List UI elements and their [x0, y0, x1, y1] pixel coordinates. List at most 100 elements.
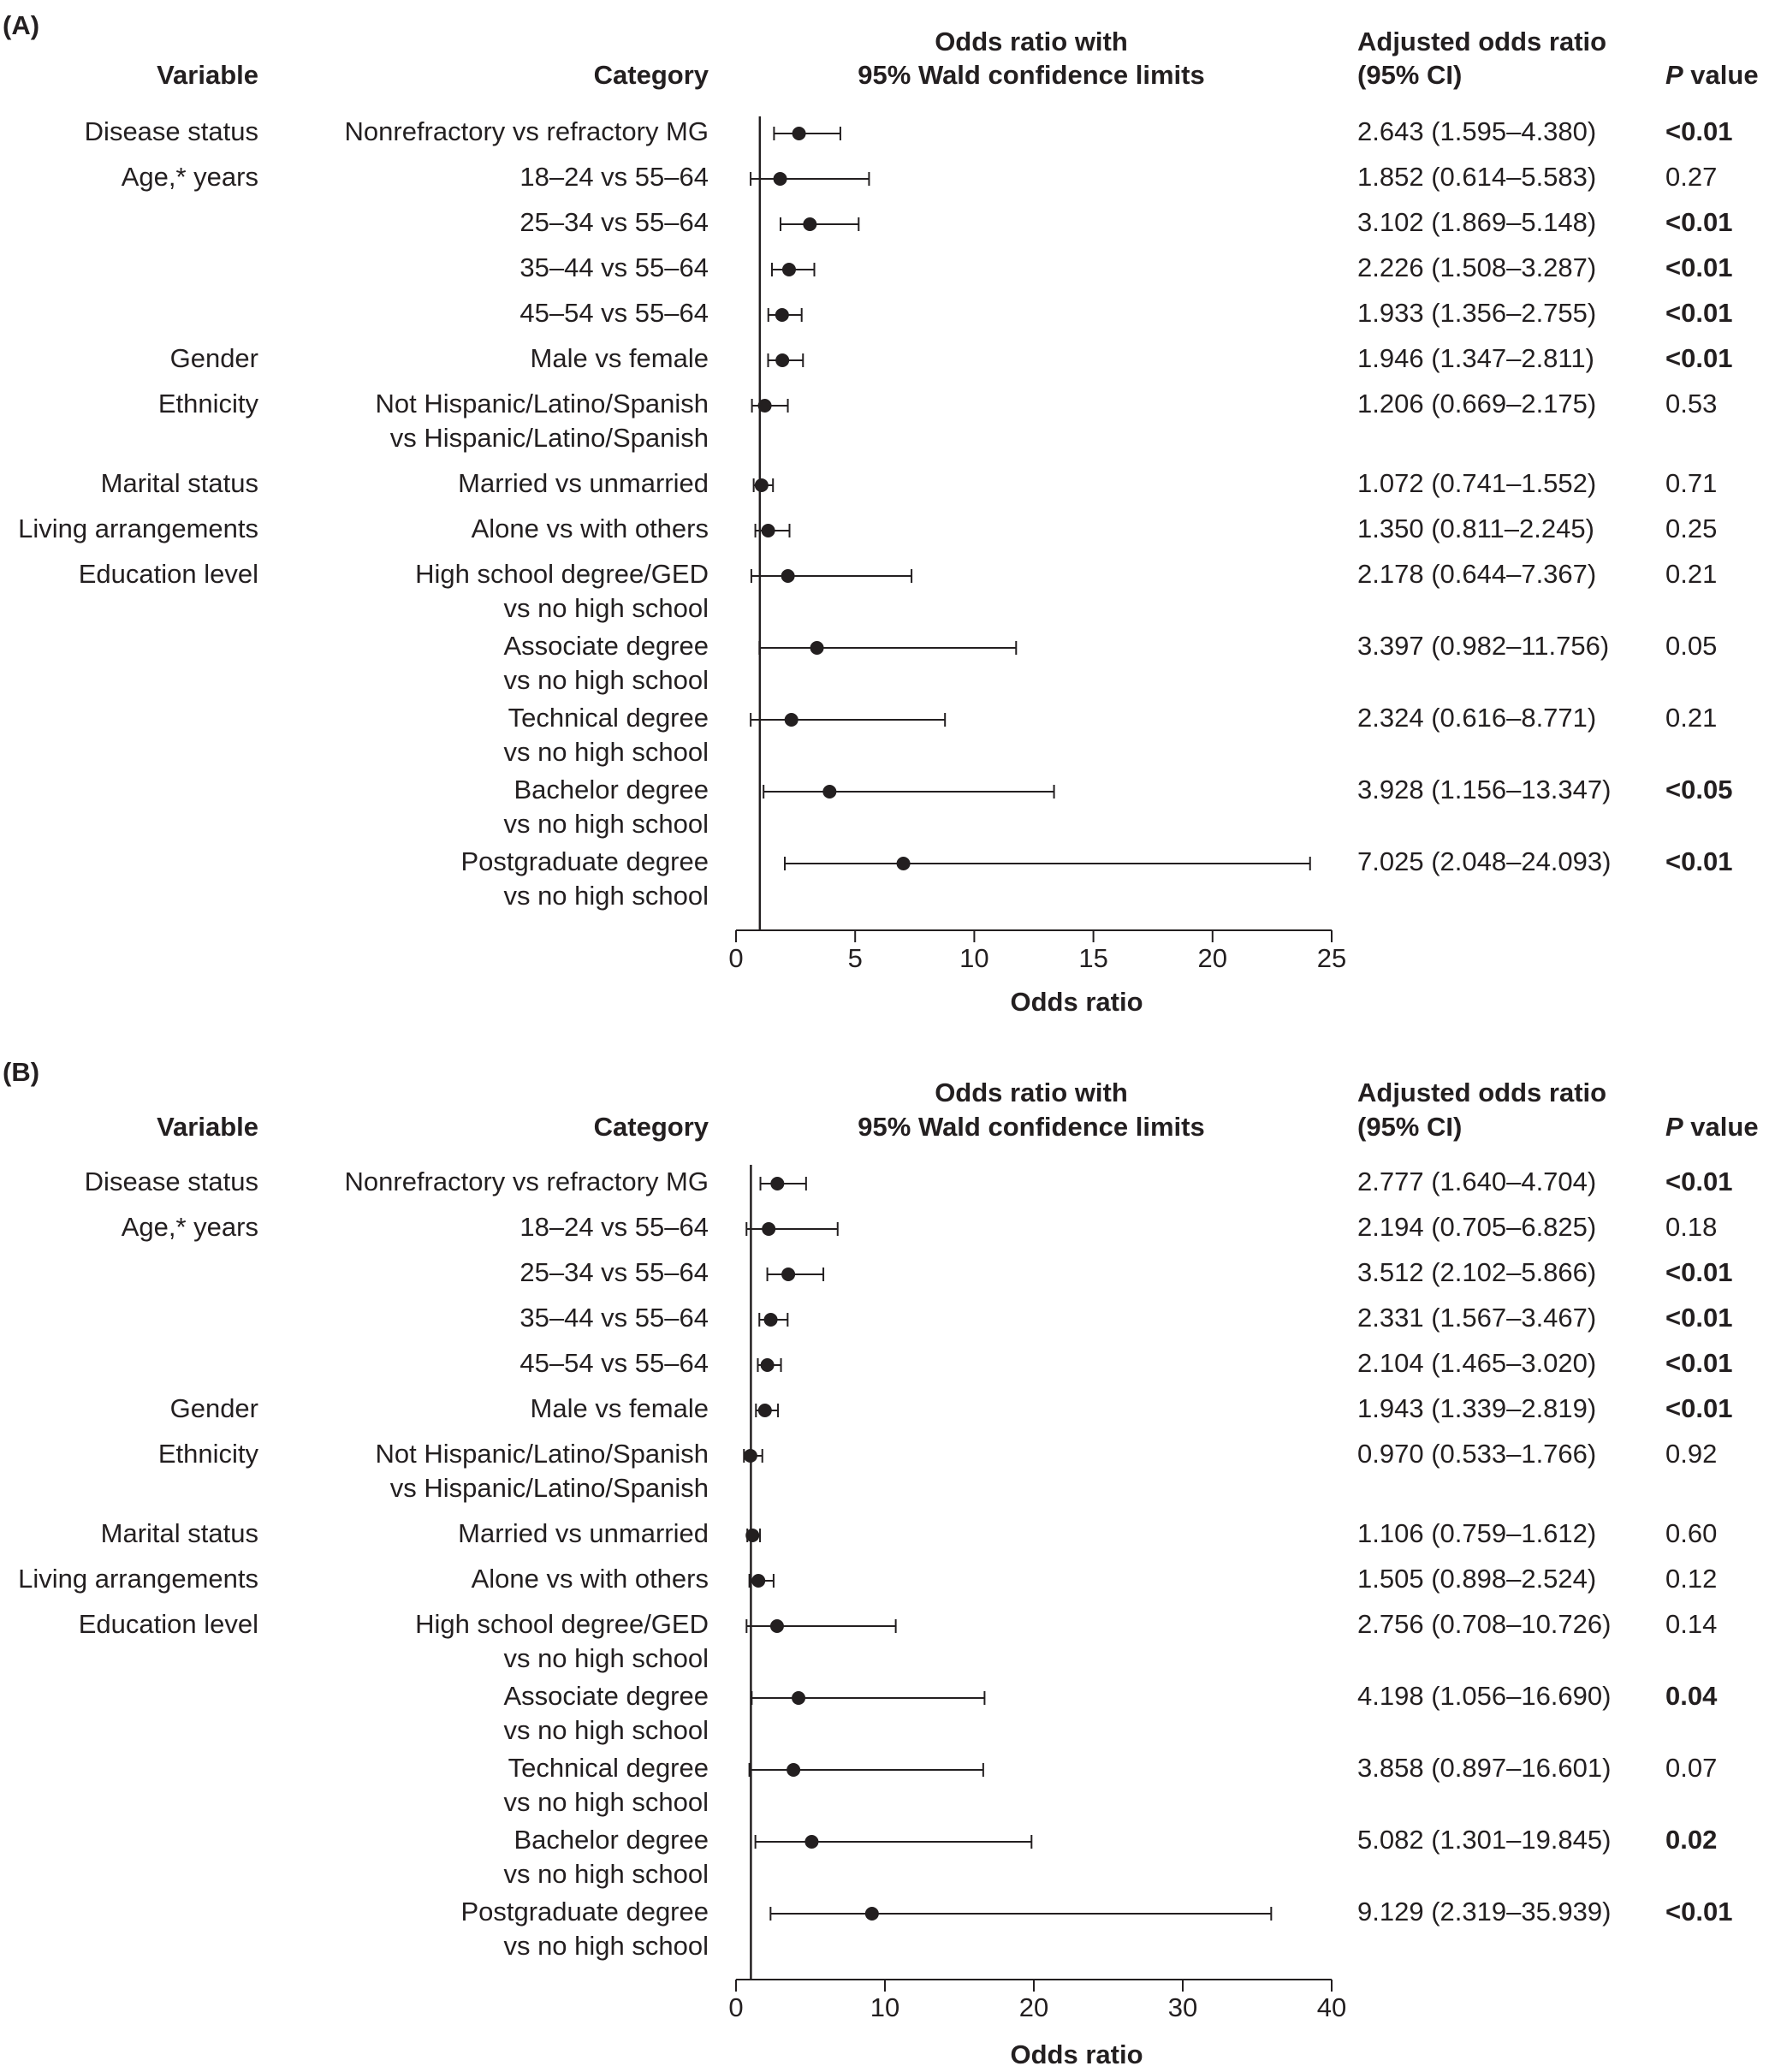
adjusted-or-value: 1.072 (0.741–1.552)	[1357, 468, 1597, 498]
p-value: 0.05	[1665, 631, 1718, 661]
adjusted-or-value: 3.858 (0.897–16.601)	[1357, 1753, 1612, 1783]
category-label: High school degree/GED	[415, 1609, 709, 1639]
variable-label: Education level	[78, 1609, 258, 1639]
category-label: High school degree/GED	[415, 559, 709, 589]
category-label: Technical degree	[508, 703, 709, 733]
variable-label: Disease status	[84, 1167, 258, 1196]
variable-header: Variable	[157, 60, 258, 90]
category-label: Associate degree	[503, 1681, 709, 1711]
x-tick-label: 15	[1078, 943, 1107, 973]
p-value: <0.01	[1665, 343, 1733, 373]
variable-label: Gender	[169, 1393, 258, 1423]
adjusted-or-value: 2.104 (1.465–3.020)	[1357, 1348, 1597, 1378]
category-label: Male vs female	[530, 1393, 709, 1423]
adjusted-or-value: 1.106 (0.759–1.612)	[1357, 1518, 1597, 1548]
p-value: 0.04	[1665, 1681, 1718, 1711]
odds-ratio-point	[864, 1907, 879, 1921]
odds-ratio-point	[787, 1763, 801, 1777]
category-header: Category	[593, 60, 709, 90]
forest-plot-svg: 0 5 10 15 20 25 Odds ratio	[728, 116, 1346, 1017]
p-value: <0.01	[1665, 116, 1733, 146]
odds-ratio-point	[784, 713, 798, 727]
odds-ratio-point	[781, 569, 795, 583]
odds-ratio-point	[757, 1404, 772, 1417]
p-value: 0.92	[1665, 1439, 1718, 1469]
p-italic: P	[1665, 60, 1683, 90]
category-label: Bachelor degree	[513, 1825, 709, 1855]
odds-ratio-point	[761, 524, 775, 537]
odds-ratio-point	[762, 1222, 776, 1236]
p-value: <0.01	[1665, 1303, 1733, 1333]
p-value: 0.21	[1665, 703, 1718, 733]
p-value: <0.01	[1665, 252, 1733, 282]
forest-plot-svg: 0 10 20 30 40 Odds ratio	[728, 1165, 1346, 2069]
adjusted-or-value: 1.943 (1.339–2.819)	[1357, 1393, 1597, 1423]
odds-ratio-point	[770, 1177, 785, 1190]
x-tick-label: 10	[959, 943, 988, 973]
odds-ratio-point	[745, 1529, 760, 1542]
p-value: <0.05	[1665, 775, 1733, 804]
odds-ratio-point	[822, 785, 837, 799]
odds-ratio-point	[792, 127, 806, 140]
category-label: Not Hispanic/Latino/Spanish	[375, 389, 709, 419]
adjusted-or-header-line2: (95% CI)	[1357, 1112, 1463, 1142]
p-value: <0.01	[1665, 207, 1733, 237]
category-label: vs no high school	[503, 1931, 709, 1961]
category-label: Married vs unmarried	[458, 1518, 709, 1548]
variable-label: Marital status	[100, 1518, 258, 1548]
p-value: <0.01	[1665, 298, 1733, 328]
adjusted-or-value: 2.756 (0.708–10.726)	[1357, 1609, 1612, 1639]
category-label: Nonrefractory vs refractory MG	[344, 116, 709, 146]
category-label: Postgraduate degree	[460, 1897, 709, 1927]
x-tick-label: 30	[1168, 1992, 1197, 2022]
p-value: <0.01	[1665, 1167, 1733, 1196]
odds-ratio-point	[760, 1358, 775, 1372]
variable-label: Age,* years	[121, 162, 258, 192]
adjusted-or-value: 2.643 (1.595–4.380)	[1357, 116, 1597, 146]
p-rest: value	[1683, 60, 1759, 90]
category-label: 25–34 vs 55–64	[519, 1257, 709, 1287]
category-label: vs no high school	[503, 1715, 709, 1745]
category-label: Technical degree	[508, 1753, 709, 1783]
forest-plot-panel-b: (B) Variable Category Odds ratio with 95…	[0, 1050, 1769, 2072]
p-value: 0.21	[1665, 559, 1718, 589]
p-value-header: P value	[1665, 60, 1759, 91]
variable-label: Living arrangements	[18, 514, 258, 543]
variable-label: Education level	[78, 559, 258, 589]
p-value: 0.14	[1665, 1609, 1718, 1639]
category-label: Alone vs with others	[471, 514, 709, 543]
category-label: 35–44 vs 55–64	[519, 1303, 709, 1333]
x-tick-label: 0	[728, 1992, 743, 2022]
adjusted-or-value: 4.198 (1.056–16.690)	[1357, 1681, 1612, 1711]
adjusted-or-value: 2.324 (0.616–8.771)	[1357, 703, 1597, 733]
p-rest: value	[1683, 1112, 1759, 1142]
adjusted-or-value: 0.970 (0.533–1.766)	[1357, 1439, 1597, 1469]
odds-ratio-point	[769, 1619, 784, 1633]
odds-ratio-point	[751, 1574, 766, 1588]
adjusted-or-value: 3.102 (1.869–5.148)	[1357, 207, 1597, 237]
odds-ratio-point	[773, 172, 787, 186]
category-label: 45–54 vs 55–64	[519, 1348, 709, 1378]
category-label: Nonrefractory vs refractory MG	[344, 1167, 709, 1196]
x-tick-label: 5	[848, 943, 863, 973]
adjusted-or-value: 1.946 (1.347–2.811)	[1357, 343, 1594, 373]
adjusted-or-value: 2.331 (1.567–3.467)	[1357, 1303, 1597, 1333]
adjusted-or-value: 7.025 (2.048–24.093)	[1357, 846, 1612, 876]
adjusted-or-value: 2.777 (1.640–4.704)	[1357, 1167, 1597, 1196]
x-tick-label: 0	[728, 943, 743, 973]
adjusted-or-header-line2: (95% CI)	[1357, 60, 1463, 90]
p-value: 0.27	[1665, 162, 1718, 192]
adjusted-or-value: 2.194 (0.705–6.825)	[1357, 1212, 1597, 1242]
odds-ratio-point	[743, 1449, 757, 1463]
x-axis-title: Odds ratio	[1010, 987, 1143, 1017]
category-label: vs no high school	[503, 665, 709, 695]
adjusted-or-value: 3.397 (0.982–11.756)	[1357, 631, 1610, 661]
panel-label: (A)	[3, 10, 40, 40]
category-label: Associate degree	[503, 631, 709, 661]
variable-label: Ethnicity	[157, 389, 258, 419]
variable-header: Variable	[157, 1112, 258, 1142]
odds-ratio-point	[763, 1313, 778, 1327]
category-label: Married vs unmarried	[458, 468, 709, 498]
adjusted-or-value: 9.129 (2.319–35.939)	[1357, 1897, 1612, 1927]
adjusted-or-header-line1: Adjusted odds ratio	[1357, 27, 1607, 56]
